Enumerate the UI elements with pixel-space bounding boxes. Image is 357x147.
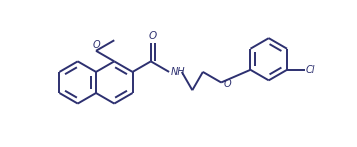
Text: O: O — [149, 31, 156, 41]
Text: O: O — [223, 78, 231, 88]
Text: Cl: Cl — [306, 65, 316, 75]
Text: O: O — [92, 40, 100, 50]
Text: NH: NH — [171, 67, 186, 77]
